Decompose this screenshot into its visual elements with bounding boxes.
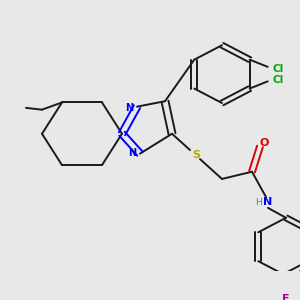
- Text: Cl: Cl: [272, 75, 283, 85]
- Text: F: F: [282, 294, 290, 300]
- Text: O: O: [259, 138, 269, 148]
- Text: S: S: [192, 150, 200, 161]
- Text: H: H: [255, 198, 261, 207]
- Text: N: N: [128, 148, 136, 158]
- Text: Cl: Cl: [272, 64, 283, 74]
- Text: N: N: [125, 103, 133, 112]
- Text: N: N: [263, 197, 273, 207]
